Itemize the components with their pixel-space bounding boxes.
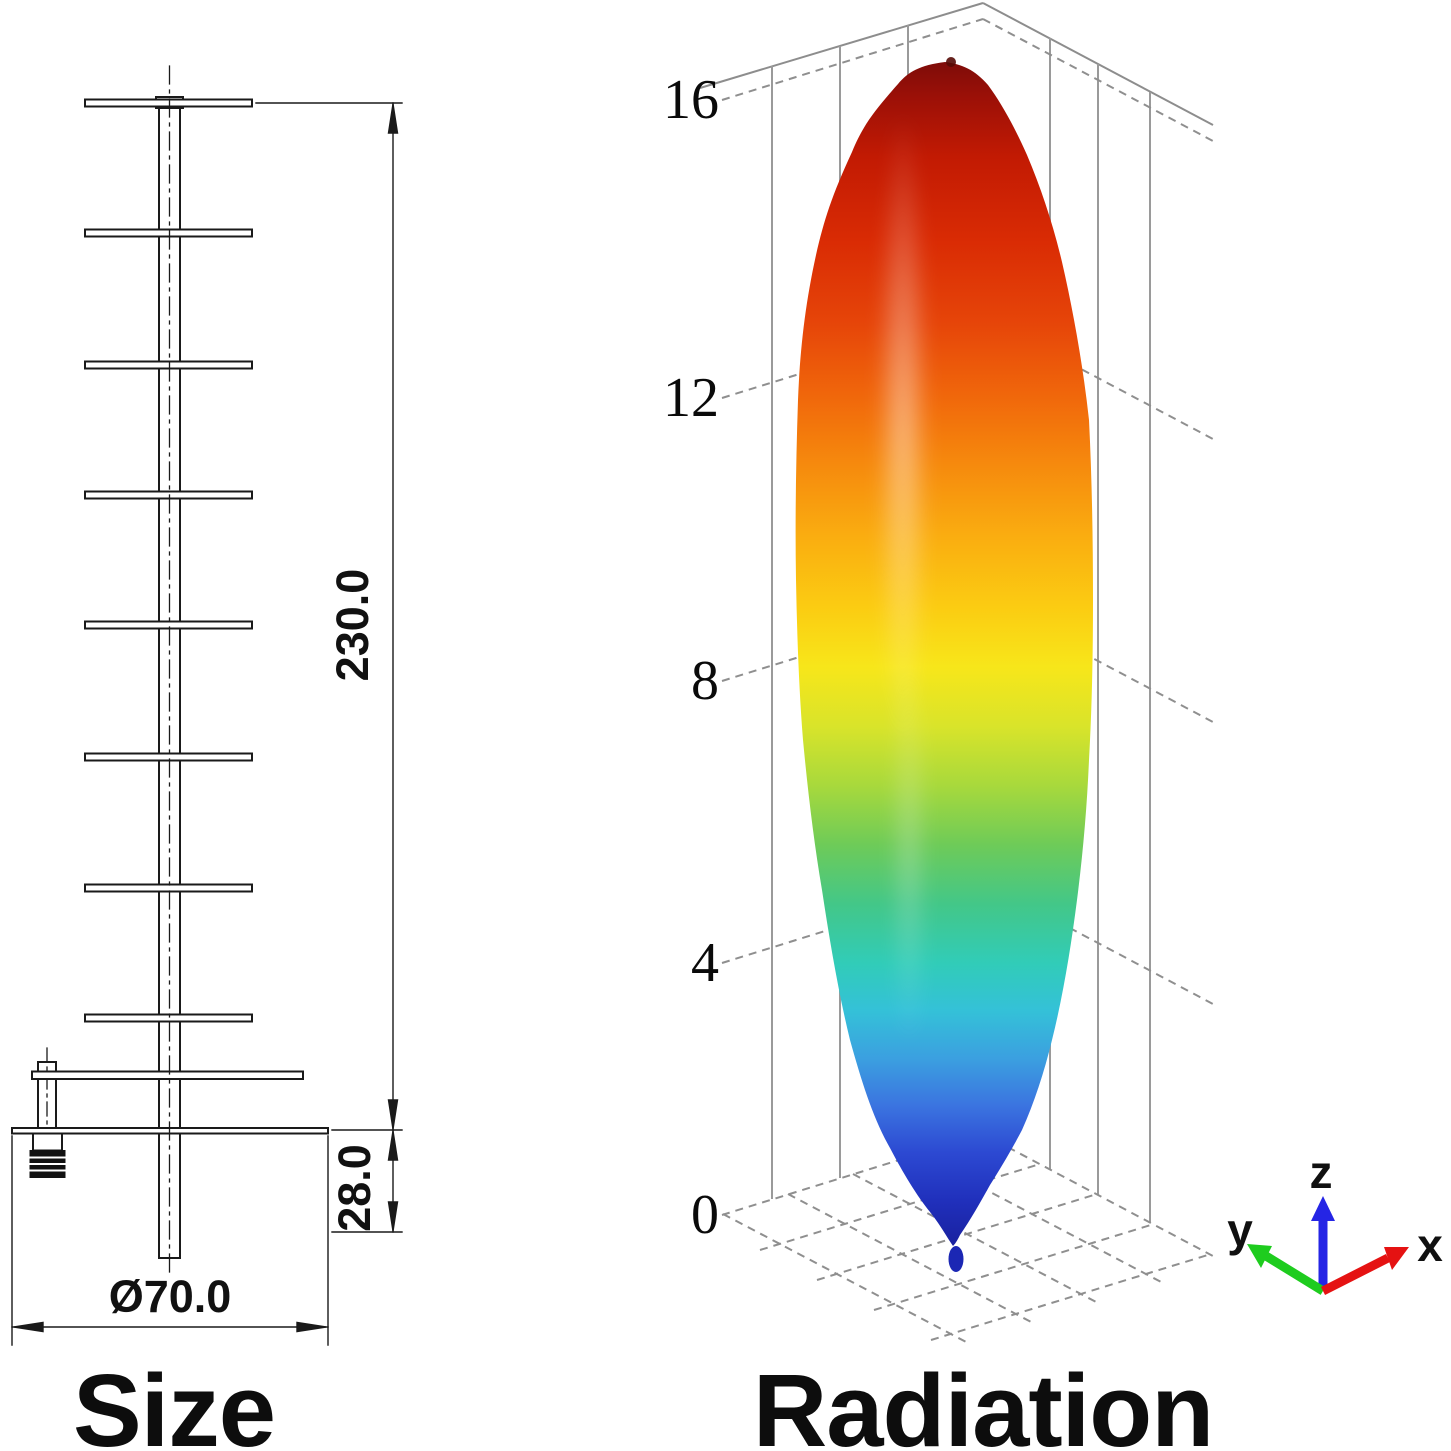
- y-axis-label: y: [1227, 1204, 1253, 1256]
- z-tick-16: 16: [663, 69, 719, 131]
- radiation-plot: 16 12 8 4 0 z y x Radiation: [663, 2, 1443, 1451]
- z-tick-0: 0: [691, 1184, 719, 1246]
- x-axis-label: x: [1417, 1219, 1443, 1271]
- antenna-director-elements: [84, 98, 253, 1023]
- y-axis-arrow: [1247, 1244, 1326, 1295]
- lobe-surface: [795, 62, 1093, 1246]
- z-axis-tick-labels: 16 12 8 4 0: [663, 69, 719, 1246]
- dimension-28-label: 28.0: [329, 1144, 380, 1232]
- dimension-70: [11, 1135, 329, 1346]
- dimension-28: [331, 1129, 403, 1233]
- lobe-bottom-droplet: [948, 1246, 964, 1272]
- z-tick-12: 12: [663, 367, 719, 429]
- axes-triad: z y x: [1227, 1146, 1443, 1296]
- z-tick-4: 4: [691, 932, 719, 994]
- lobe-specular-highlight: [877, 110, 929, 750]
- z-axis-label: z: [1310, 1146, 1333, 1198]
- dimension-230-label: 230.0: [327, 569, 378, 682]
- dimension-70-label: Ø70.0: [109, 1271, 232, 1322]
- lobe-apex-nub: [946, 57, 956, 67]
- radiation-lobe: [795, 57, 1093, 1272]
- z-axis-arrow: [1311, 1196, 1335, 1291]
- x-axis-arrow: [1320, 1247, 1409, 1296]
- rf-connector: [29, 1132, 66, 1178]
- antenna-drawing: 230.0 28.0 Ø70.0 Size: [11, 65, 403, 1451]
- radiation-caption: Radiation: [753, 1353, 1213, 1451]
- lobe-specular-highlight-lower: [890, 650, 928, 1050]
- size-caption: Size: [73, 1353, 275, 1451]
- z-tick-8: 8: [691, 650, 719, 712]
- antenna-driven-element: [31, 1070, 304, 1080]
- dimension-230: [255, 102, 403, 1131]
